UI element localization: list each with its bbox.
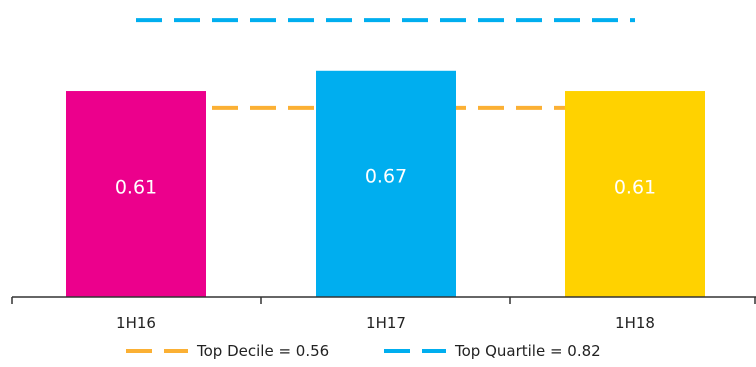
- bar-1H16: [66, 91, 206, 297]
- bar-1H18: [565, 91, 705, 297]
- bar-1H17: [316, 70, 456, 297]
- data-labels: 0.61 0.67 0.61: [115, 166, 656, 199]
- legend-label-1: Top Quartile = 0.82: [454, 342, 601, 360]
- x-tick-label-1H17: 1H17: [366, 314, 406, 332]
- legend: Top Decile = 0.56 Top Quartile = 0.82: [126, 342, 601, 360]
- bars: [66, 70, 705, 297]
- legend-label-0: Top Decile = 0.56: [196, 342, 329, 360]
- x-tick-labels: 1H16 1H17 1H18: [116, 314, 655, 332]
- x-tick-label-1H16: 1H16: [116, 314, 156, 332]
- x-tick-label-1H18: 1H18: [615, 314, 655, 332]
- data-label-1H17: 0.67: [365, 166, 407, 188]
- data-label-1H16: 0.61: [115, 176, 157, 198]
- x-axis: [11, 296, 756, 304]
- data-label-1H18: 0.61: [614, 176, 656, 198]
